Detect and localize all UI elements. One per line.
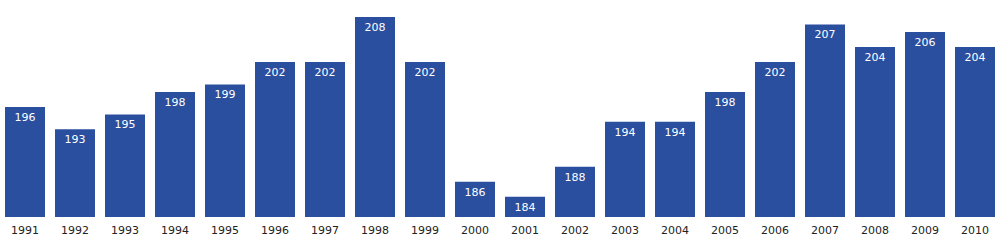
svg-text:2000: 2000 bbox=[461, 224, 489, 237]
svg-text:1995: 1995 bbox=[211, 224, 239, 237]
svg-text:2003: 2003 bbox=[611, 224, 639, 237]
svg-text:198: 198 bbox=[715, 96, 736, 109]
svg-text:204: 204 bbox=[965, 51, 986, 64]
svg-text:202: 202 bbox=[765, 66, 786, 79]
svg-text:2010: 2010 bbox=[961, 224, 989, 237]
svg-text:207: 207 bbox=[815, 28, 836, 41]
svg-text:2008: 2008 bbox=[861, 224, 889, 237]
svg-text:1991: 1991 bbox=[11, 224, 39, 237]
svg-text:1997: 1997 bbox=[311, 224, 339, 237]
svg-text:2002: 2002 bbox=[561, 224, 589, 237]
svg-text:208: 208 bbox=[365, 21, 386, 34]
svg-text:202: 202 bbox=[415, 66, 436, 79]
svg-text:2006: 2006 bbox=[761, 224, 789, 237]
svg-text:202: 202 bbox=[265, 66, 286, 79]
svg-text:188: 188 bbox=[565, 171, 586, 184]
svg-text:2005: 2005 bbox=[711, 224, 739, 237]
svg-text:2001: 2001 bbox=[511, 224, 539, 237]
svg-text:198: 198 bbox=[165, 96, 186, 109]
svg-text:1996: 1996 bbox=[261, 224, 289, 237]
svg-text:1994: 1994 bbox=[161, 224, 189, 237]
svg-text:202: 202 bbox=[315, 66, 336, 79]
svg-text:194: 194 bbox=[615, 126, 636, 139]
svg-text:1999: 1999 bbox=[411, 224, 439, 237]
svg-text:1992: 1992 bbox=[61, 224, 89, 237]
svg-text:1998: 1998 bbox=[361, 224, 389, 237]
svg-text:184: 184 bbox=[515, 201, 536, 214]
svg-text:206: 206 bbox=[915, 36, 936, 49]
svg-text:195: 195 bbox=[115, 118, 136, 131]
svg-text:1993: 1993 bbox=[111, 224, 139, 237]
svg-text:2004: 2004 bbox=[661, 224, 689, 237]
svg-text:196: 196 bbox=[15, 111, 36, 124]
svg-text:204: 204 bbox=[865, 51, 886, 64]
svg-text:186: 186 bbox=[465, 186, 486, 199]
svg-text:193: 193 bbox=[65, 133, 86, 146]
svg-text:2009: 2009 bbox=[911, 224, 939, 237]
svg-text:2007: 2007 bbox=[811, 224, 839, 237]
svg-text:199: 199 bbox=[215, 88, 236, 101]
svg-text:194: 194 bbox=[665, 126, 686, 139]
